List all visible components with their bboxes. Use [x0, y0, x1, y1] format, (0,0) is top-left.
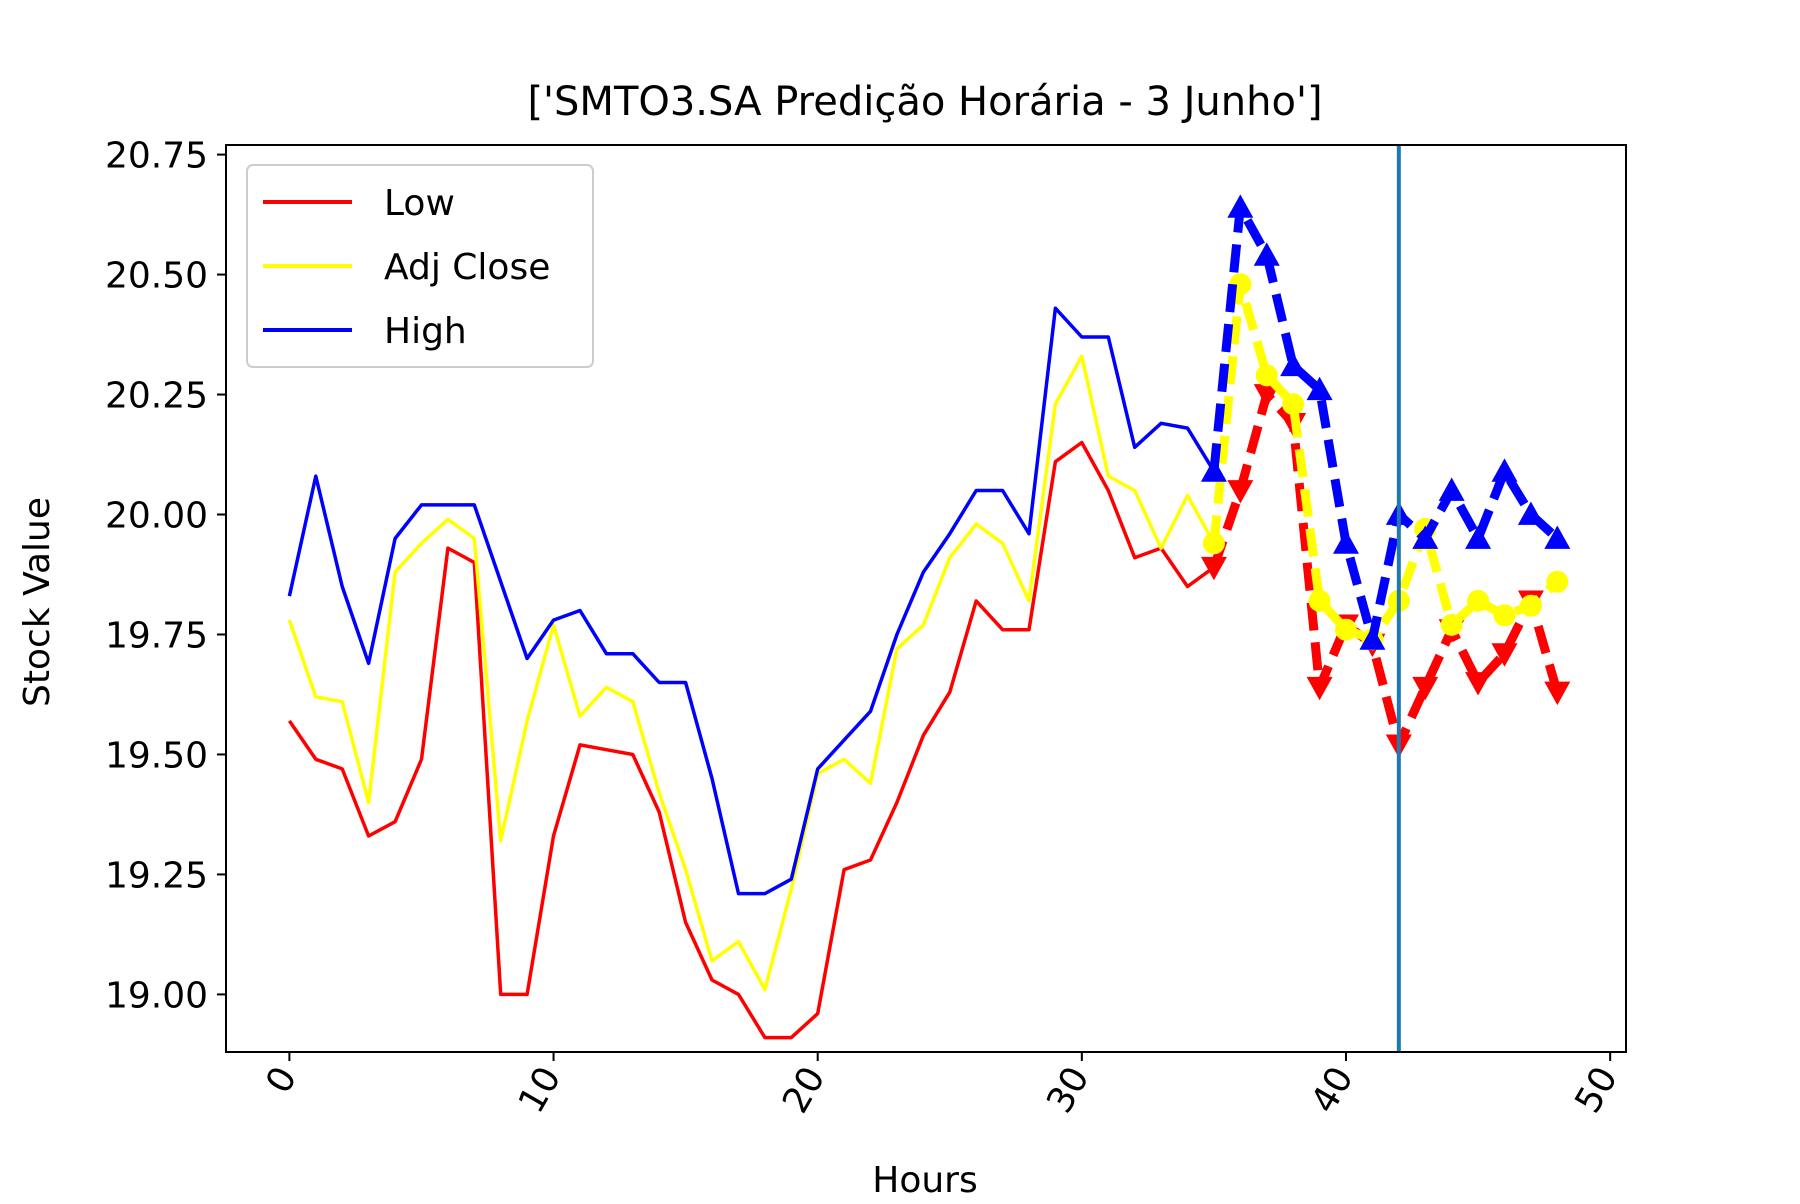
data-point [1200, 556, 1227, 581]
data-point [1440, 613, 1463, 636]
data-point [1335, 618, 1357, 641]
data-point [1333, 530, 1359, 554]
data-point [1253, 384, 1280, 408]
data-point [1544, 681, 1571, 706]
data-point [1227, 480, 1254, 504]
data-point [1412, 676, 1439, 701]
data-point [1306, 376, 1333, 401]
data-point [1491, 643, 1518, 667]
data-point [1306, 676, 1333, 701]
series-line-adj-close [287, 354, 1216, 992]
data-point [1491, 458, 1518, 482]
y-axis-label: Stock Value [17, 497, 58, 707]
y-tick-label: 19.00 [105, 975, 208, 1016]
data-point [1519, 594, 1542, 617]
legend-label: Low [384, 183, 455, 224]
data-point [1546, 570, 1569, 593]
data-point [1255, 364, 1278, 387]
data-point [1227, 194, 1254, 218]
plot-frame [225, 144, 1627, 1053]
data-point [1412, 525, 1439, 549]
data-point [1282, 393, 1305, 416]
data-point [1359, 626, 1386, 650]
legend-box [246, 164, 594, 368]
y-tick-label: 20.25 [105, 376, 208, 417]
data-point [1308, 589, 1331, 612]
y-tick-label: 19.25 [105, 855, 208, 896]
data-point [1253, 242, 1280, 266]
legend-label: High [384, 311, 467, 352]
data-point [1280, 352, 1307, 377]
y-tick-label: 20.00 [105, 496, 208, 537]
y-tick-label: 20.50 [105, 256, 208, 297]
y-tick-label: 19.50 [105, 735, 208, 776]
data-point [1200, 458, 1227, 482]
series-line-low [287, 440, 1215, 1040]
data-point [1438, 477, 1465, 501]
forecast-line-5 [1209, 202, 1561, 644]
y-tick-label: 19.75 [105, 615, 208, 656]
data-point [1493, 604, 1516, 627]
data-point [1544, 525, 1571, 549]
plot-area [287, 145, 1571, 1052]
legend-label: Adj Close [384, 247, 550, 288]
axis-ticks: 19.00 19.25 19.50 19.75 20.00 20.25 20.50 20.75… [105, 136, 1626, 1121]
data-point [1465, 672, 1492, 696]
data-point [1517, 501, 1544, 525]
series-line-high [287, 306, 1216, 896]
data-point [1465, 525, 1492, 549]
data-point [1202, 532, 1225, 555]
x-axis-label: Hours [872, 1160, 977, 1200]
data-point [1467, 589, 1490, 612]
chart-title: ['SMTO3.SA Predição Horária - 3 Junho'] [527, 79, 1322, 125]
y-tick-label: 20.75 [105, 136, 208, 177]
legend: Low Adj Close High [246, 164, 594, 368]
